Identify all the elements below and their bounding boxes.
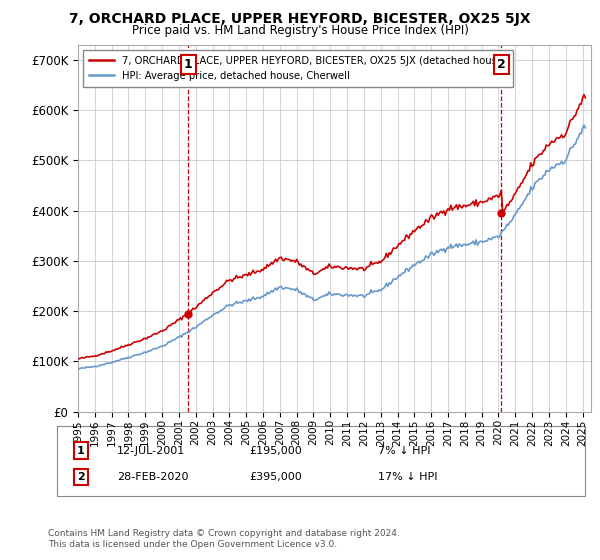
- Text: 7, ORCHARD PLACE, UPPER HEYFORD, BICESTER, OX25 5JX: 7, ORCHARD PLACE, UPPER HEYFORD, BICESTE…: [69, 12, 531, 26]
- Text: Contains HM Land Registry data © Crown copyright and database right 2024.
This d: Contains HM Land Registry data © Crown c…: [48, 529, 400, 549]
- Text: 28-FEB-2020: 28-FEB-2020: [117, 472, 188, 482]
- Text: 12-JUL-2001: 12-JUL-2001: [117, 446, 185, 456]
- Text: 7% ↓ HPI: 7% ↓ HPI: [378, 446, 431, 456]
- Text: 1: 1: [77, 446, 85, 456]
- Text: £195,000: £195,000: [249, 446, 302, 456]
- Text: 2: 2: [77, 472, 85, 482]
- Text: 17% ↓ HPI: 17% ↓ HPI: [378, 472, 437, 482]
- Text: 2: 2: [497, 58, 506, 71]
- Text: Price paid vs. HM Land Registry's House Price Index (HPI): Price paid vs. HM Land Registry's House …: [131, 24, 469, 36]
- Text: 1: 1: [184, 58, 193, 71]
- Legend: 7, ORCHARD PLACE, UPPER HEYFORD, BICESTER, OX25 5JX (detached house), HPI: Avera: 7, ORCHARD PLACE, UPPER HEYFORD, BICESTE…: [83, 50, 513, 87]
- Text: £395,000: £395,000: [249, 472, 302, 482]
